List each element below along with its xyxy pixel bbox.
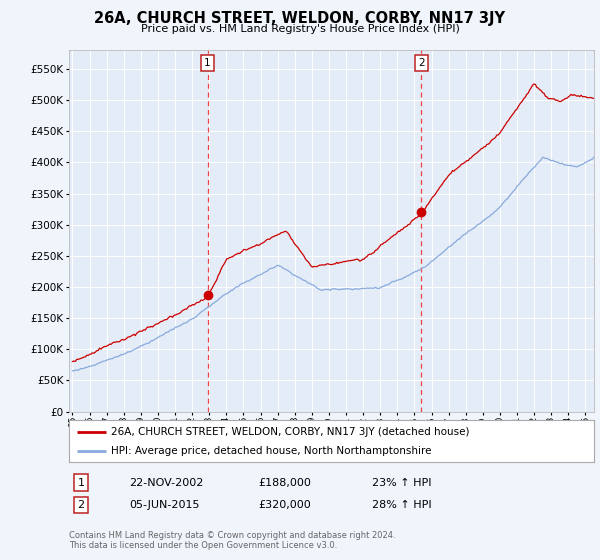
Text: 28% ↑ HPI: 28% ↑ HPI [372, 500, 431, 510]
Text: Price paid vs. HM Land Registry's House Price Index (HPI): Price paid vs. HM Land Registry's House … [140, 24, 460, 34]
Text: 23% ↑ HPI: 23% ↑ HPI [372, 478, 431, 488]
Text: 26A, CHURCH STREET, WELDON, CORBY, NN17 3JY: 26A, CHURCH STREET, WELDON, CORBY, NN17 … [95, 11, 505, 26]
Text: 1: 1 [77, 478, 85, 488]
Text: 2: 2 [418, 58, 425, 68]
Text: Contains HM Land Registry data © Crown copyright and database right 2024.
This d: Contains HM Land Registry data © Crown c… [69, 530, 395, 550]
Text: 1: 1 [204, 58, 211, 68]
Text: 22-NOV-2002: 22-NOV-2002 [129, 478, 203, 488]
Text: 05-JUN-2015: 05-JUN-2015 [129, 500, 199, 510]
Text: 2: 2 [77, 500, 85, 510]
Text: 26A, CHURCH STREET, WELDON, CORBY, NN17 3JY (detached house): 26A, CHURCH STREET, WELDON, CORBY, NN17 … [111, 427, 470, 437]
Text: HPI: Average price, detached house, North Northamptonshire: HPI: Average price, detached house, Nort… [111, 446, 431, 456]
Text: £320,000: £320,000 [258, 500, 311, 510]
Text: £188,000: £188,000 [258, 478, 311, 488]
